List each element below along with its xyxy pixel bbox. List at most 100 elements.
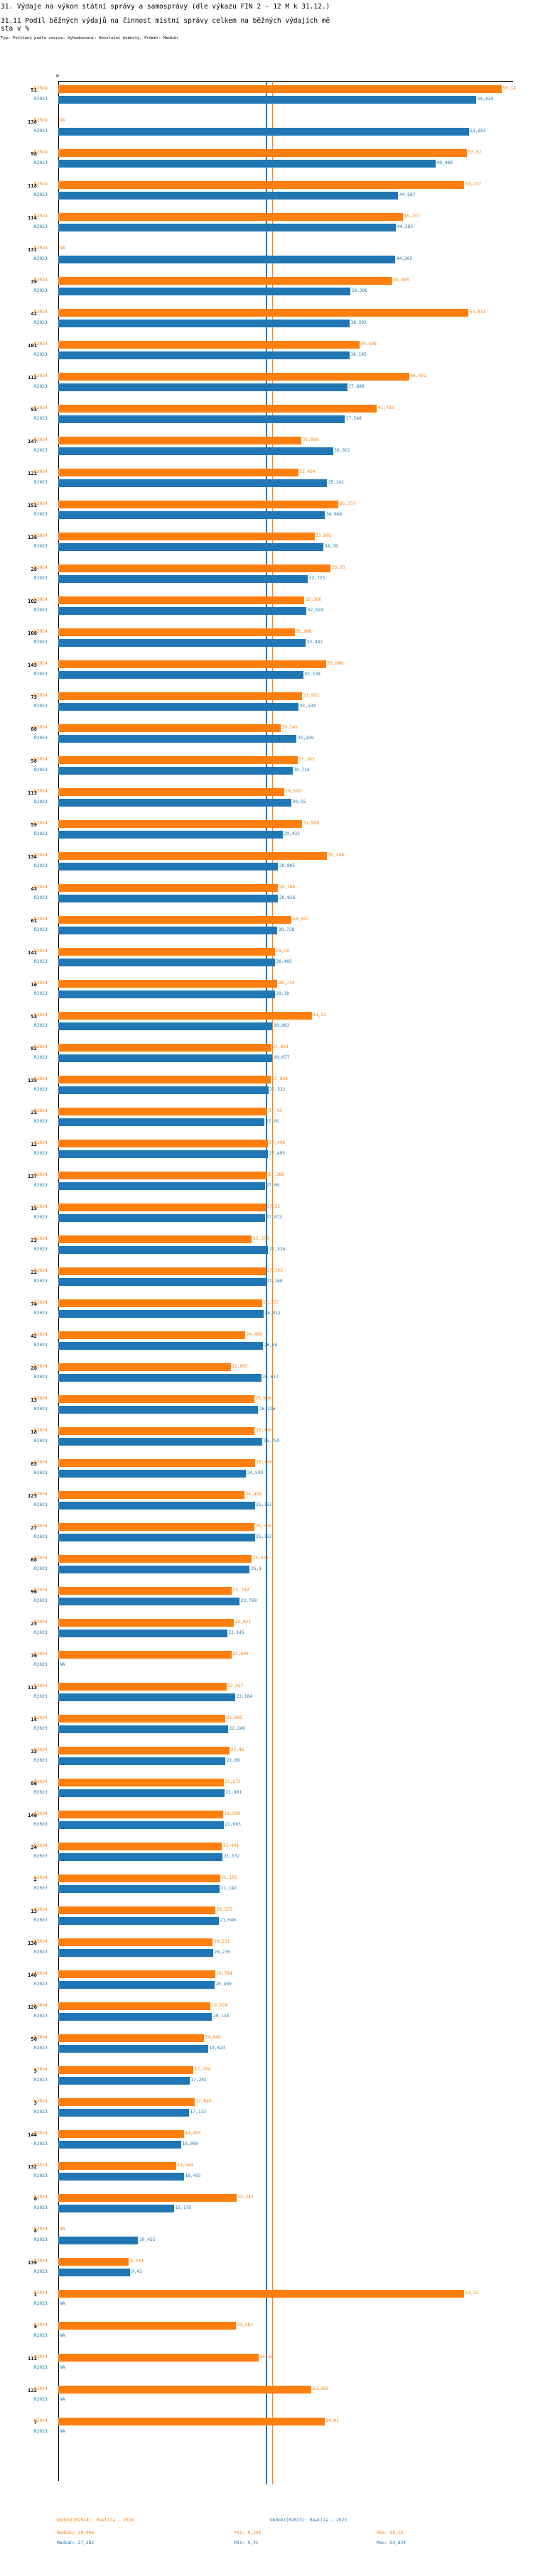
bar bbox=[58, 2205, 175, 2212]
category-label: 21 bbox=[31, 1109, 37, 1115]
series-bar-row: R2023 23,769 bbox=[34, 1598, 533, 1605]
chart-row-group: 68 R2024 25,334 R2023 25,1 bbox=[0, 1552, 533, 1584]
bar-value-label: 23,343 bbox=[237, 2195, 254, 2200]
series-bar-row: R2023 38,203 bbox=[34, 320, 533, 327]
series-bar-row: R2023 37,548 bbox=[34, 415, 533, 423]
series-name-label: R2024 bbox=[34, 885, 48, 890]
bar bbox=[58, 1331, 246, 1339]
bar-value-label: NA bbox=[60, 2227, 65, 2232]
series-name-label: R2024 bbox=[34, 1652, 48, 1657]
bar-value-label: 21,599 bbox=[224, 1811, 240, 1817]
bar-value-label: 24,499 bbox=[246, 1332, 262, 1338]
bar bbox=[58, 2173, 184, 2181]
series-bar-row: R2024 45,197 bbox=[34, 213, 533, 221]
series-name-label: R2023 bbox=[34, 2046, 48, 2051]
series-name-label: R2024 bbox=[34, 2323, 48, 2327]
bar bbox=[58, 863, 279, 871]
bar-value-label: 19,924 bbox=[211, 2003, 227, 2009]
series-name-label: R2023 bbox=[34, 416, 48, 421]
chart-row-group: 145 R2024 35,098 R2023 32,138 bbox=[0, 657, 533, 689]
series-bar-row: R2024 27,924 bbox=[34, 1044, 533, 1052]
bar bbox=[58, 2109, 190, 2117]
series-bar-row: R2023 36,022 bbox=[34, 447, 533, 455]
bar-value-label: 21,675 bbox=[225, 1779, 241, 1785]
series-name-label: R2023 bbox=[34, 97, 48, 102]
bar-value-label: 27,495 bbox=[269, 1151, 286, 1157]
series-name-label: R2023 bbox=[34, 2014, 48, 2019]
series-name-label: R2024 bbox=[34, 917, 48, 922]
chart-row-group: 8 R2024 NA R2023 10,455 bbox=[0, 2223, 533, 2255]
chart-summary-stats: Medián: 28,096 Min: 9,244 Max: 58,14 Med… bbox=[0, 2529, 533, 2558]
series-bar-row: R2024 27,496 bbox=[34, 1140, 533, 1147]
series-bar-row: R2023 25,1 bbox=[34, 1566, 533, 1573]
series-bar-row: R2023 24,599 bbox=[34, 1470, 533, 1478]
bar-value-label: 33,183 bbox=[312, 2386, 329, 2392]
bar-value-label: 28,082 bbox=[274, 1023, 290, 1029]
chart-row-group: 115 R2024 29,593 R2023 30,55 bbox=[0, 785, 533, 817]
series-bar-row: R2024 35,098 bbox=[34, 660, 533, 668]
bar-value-label: 21,89 bbox=[226, 1758, 240, 1764]
series-bar-row: R2023 17,202 bbox=[34, 2077, 533, 2085]
bar-value-label: 9,244 bbox=[130, 2259, 144, 2264]
bar bbox=[58, 1970, 215, 1978]
series-name-label: R2024 bbox=[34, 693, 48, 698]
series-bar-row: R2024 58,14 bbox=[34, 85, 533, 93]
bar-value-label: 25,703 bbox=[255, 1524, 271, 1529]
category-label: 19 bbox=[31, 1205, 37, 1211]
category-label: 85 bbox=[31, 1461, 37, 1467]
bar bbox=[58, 1427, 255, 1435]
series-bar-row: R2024 21,599 bbox=[34, 1811, 533, 1818]
series-bar-row: R2023 38,306 bbox=[34, 288, 533, 295]
bar bbox=[58, 1235, 252, 1243]
series-name-label: R2023 bbox=[34, 2237, 48, 2242]
bar-value-label: 53,237 bbox=[465, 182, 482, 187]
bar-value-label: 26,26 bbox=[259, 2354, 274, 2360]
bar-value-label: 16,455 bbox=[185, 2131, 201, 2136]
bar bbox=[58, 724, 281, 732]
series-bar-row: R2023 30,714 bbox=[34, 767, 533, 775]
series-bar-row: R2024 28,39 bbox=[34, 948, 533, 956]
bar-value-label: 21,193 bbox=[221, 1875, 237, 1881]
chart-row-group: 85 R2024 25,769 R2023 24,599 bbox=[0, 1456, 533, 1488]
bar-value-label: 21,441 bbox=[222, 1843, 239, 1849]
bar bbox=[58, 1363, 231, 1371]
bar-value-label: 35,098 bbox=[327, 661, 343, 667]
series-bar-row: R2024 27,386 bbox=[34, 1172, 533, 1179]
series-name-label: R2024 bbox=[34, 661, 48, 666]
series-name-label: R2024 bbox=[34, 118, 48, 123]
bar-value-label: 25,761 bbox=[256, 1502, 272, 1508]
chart-row-group: 106 R2024 30,986 R2023 32,442 bbox=[0, 626, 533, 657]
bar-value-label: 54,824 bbox=[477, 97, 494, 102]
series-name-label: R2024 bbox=[34, 342, 48, 346]
series-bar-row: R2024 53,237 bbox=[34, 181, 533, 189]
series-name-label: R2023 bbox=[34, 1918, 48, 1923]
series-name-label: R2023 bbox=[34, 1630, 48, 1635]
series-bar-row: R2023 16,096 bbox=[34, 2141, 533, 2149]
bar-value-label: 25,1 bbox=[251, 1566, 262, 1572]
series-name-label: R2023 bbox=[34, 1662, 48, 1667]
chart-row-group: 61 R2024 30,592 R2023 28,728 bbox=[0, 913, 533, 945]
chart-row-group: 121 R2024 31,454 R2023 35,241 bbox=[0, 466, 533, 498]
category-label: 136 bbox=[28, 534, 37, 540]
series-bar-row: R2024 29,145 bbox=[34, 724, 533, 732]
series-bar-row: R2023 28,38 bbox=[34, 990, 533, 998]
bar-value-label: 33,23 bbox=[313, 1013, 326, 1018]
bar-value-label: 22,145 bbox=[228, 1630, 244, 1636]
series-name-label: R2024 bbox=[34, 2259, 48, 2264]
series-name-label: R2023 bbox=[34, 1758, 48, 1763]
series-name-label: R2024 bbox=[34, 1875, 48, 1880]
bar-value-label: 21,683 bbox=[225, 1822, 241, 1828]
bar bbox=[58, 383, 348, 391]
chart-row-group: 126 R2024 19,924 R2023 20,134 bbox=[0, 1999, 533, 2031]
series-bar-row: R2023 26,759 bbox=[34, 1438, 533, 1446]
category-label: 137 bbox=[28, 1173, 37, 1179]
series-name-label: R2023 bbox=[34, 1183, 48, 1188]
series-name-label: R2024 bbox=[34, 1108, 48, 1113]
bar bbox=[58, 767, 293, 775]
bar bbox=[58, 1906, 215, 1914]
bar-value-label: NA bbox=[60, 2397, 65, 2403]
bar bbox=[58, 437, 302, 444]
bar bbox=[58, 1108, 268, 1115]
series-bar-row: R2023 30,55 bbox=[34, 799, 533, 807]
series-bar-row: R2024 21,441 bbox=[34, 1843, 533, 1850]
